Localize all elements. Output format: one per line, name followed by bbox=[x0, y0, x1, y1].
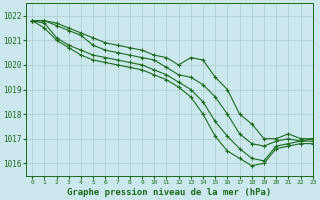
X-axis label: Graphe pression niveau de la mer (hPa): Graphe pression niveau de la mer (hPa) bbox=[67, 188, 272, 197]
